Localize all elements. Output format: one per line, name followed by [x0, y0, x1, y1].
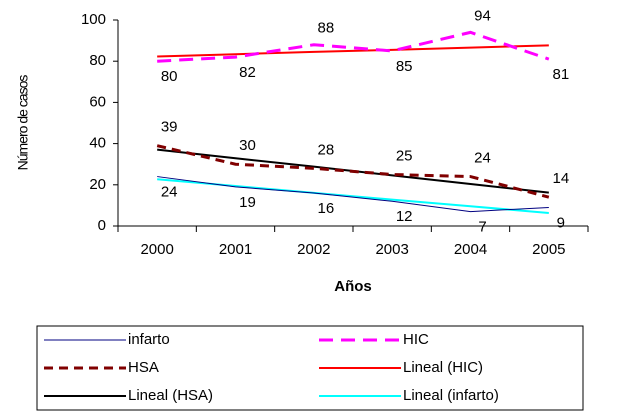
x-tick-label: 2000	[140, 241, 173, 258]
legend-label: HSA	[128, 359, 159, 376]
y-tick-label: 100	[81, 11, 106, 28]
x-tick-label: 2002	[297, 241, 330, 258]
legend-box	[36, 325, 584, 411]
data-label: 14	[552, 170, 569, 187]
y-tick-label: 80	[89, 52, 106, 69]
legend-label: Lineal (HIC)	[403, 359, 483, 376]
legend-label: infarto	[128, 331, 170, 348]
x-tick-label: 2003	[375, 241, 408, 258]
x-tick-label: 2005	[532, 241, 565, 258]
data-label: 9	[557, 214, 565, 231]
data-label: 16	[317, 200, 334, 217]
data-label: 81	[552, 66, 569, 83]
data-label: 94	[474, 7, 491, 24]
legend-label: Lineal (HSA)	[128, 387, 213, 404]
data-label: 19	[239, 194, 256, 211]
data-label: 82	[239, 64, 256, 81]
data-label: 25	[396, 147, 413, 164]
y-tick-label: 20	[89, 176, 106, 193]
data-label: 80	[161, 68, 178, 85]
x-tick-label: 2001	[219, 241, 252, 258]
y-tick-label: 0	[98, 217, 106, 234]
y-axis-title: Número de casos	[15, 75, 31, 171]
data-label: 30	[239, 137, 256, 154]
series-line	[157, 176, 549, 213]
data-label: 24	[161, 184, 178, 201]
data-label: 28	[317, 141, 334, 158]
y-tick-label: 60	[89, 93, 106, 110]
data-label: 39	[161, 119, 178, 136]
data-label: 24	[474, 150, 491, 167]
series-line	[157, 44, 549, 58]
data-label: 85	[396, 58, 413, 75]
series-line	[156, 144, 550, 199]
legend-label: Lineal (infarto)	[403, 387, 499, 404]
x-axis-title: Años	[334, 278, 372, 295]
series-line	[157, 30, 550, 63]
data-label: 88	[317, 20, 334, 37]
data-label: 12	[396, 208, 413, 225]
y-tick-label: 40	[89, 135, 106, 152]
data-label: 7	[478, 219, 486, 236]
legend-label: HIC	[403, 331, 429, 348]
x-tick-label: 2004	[454, 241, 487, 258]
